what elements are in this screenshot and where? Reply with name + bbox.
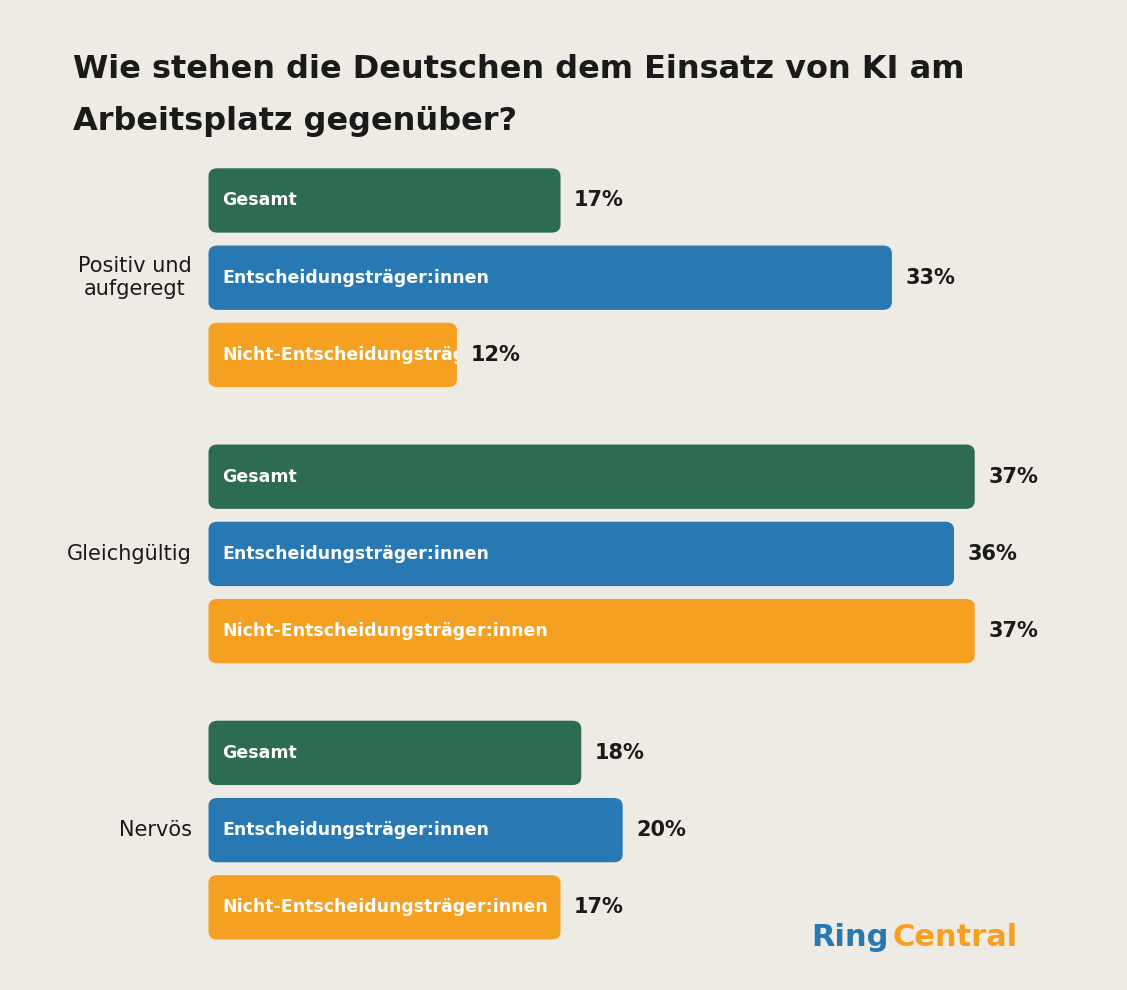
Text: Gesamt: Gesamt: [222, 191, 296, 210]
FancyBboxPatch shape: [208, 323, 458, 387]
Text: 37%: 37%: [988, 621, 1038, 642]
Text: Gesamt: Gesamt: [222, 743, 296, 762]
Text: Entscheidungsträger:innen: Entscheidungsträger:innen: [222, 268, 489, 287]
Text: Central: Central: [893, 924, 1018, 952]
FancyBboxPatch shape: [208, 875, 560, 940]
Text: 36%: 36%: [968, 544, 1018, 564]
Text: Arbeitsplatz gegenüber?: Arbeitsplatz gegenüber?: [73, 106, 517, 137]
Text: Entscheidungsträger:innen: Entscheidungsträger:innen: [222, 821, 489, 840]
Text: Nicht-Entscheidungsträger:innen: Nicht-Entscheidungsträger:innen: [222, 622, 548, 641]
FancyBboxPatch shape: [208, 246, 891, 310]
Text: Nicht-Entscheidungsträger:innen: Nicht-Entscheidungsträger:innen: [222, 898, 548, 917]
Text: 12%: 12%: [471, 345, 521, 365]
Text: 18%: 18%: [595, 742, 645, 763]
Text: Ring: Ring: [811, 924, 889, 952]
Text: Gesamt: Gesamt: [222, 467, 296, 486]
FancyBboxPatch shape: [208, 445, 975, 509]
Text: Wie stehen die Deutschen dem Einsatz von KI am: Wie stehen die Deutschen dem Einsatz von…: [73, 54, 965, 85]
Text: Gleichgültig: Gleichgültig: [66, 544, 192, 564]
FancyBboxPatch shape: [208, 798, 622, 862]
FancyBboxPatch shape: [208, 721, 582, 785]
Text: 20%: 20%: [636, 820, 686, 841]
FancyBboxPatch shape: [208, 599, 975, 663]
Text: Nervös: Nervös: [118, 820, 192, 841]
Text: 17%: 17%: [574, 897, 624, 918]
Text: Nicht-Entscheidungsträger:innen: Nicht-Entscheidungsträger:innen: [222, 346, 548, 364]
Text: 37%: 37%: [988, 466, 1038, 487]
Text: 33%: 33%: [905, 267, 956, 288]
Text: Entscheidungsträger:innen: Entscheidungsträger:innen: [222, 544, 489, 563]
FancyBboxPatch shape: [208, 168, 560, 233]
FancyBboxPatch shape: [208, 522, 953, 586]
Text: 17%: 17%: [574, 190, 624, 211]
Text: Positiv und
aufgeregt: Positiv und aufgeregt: [78, 256, 192, 299]
